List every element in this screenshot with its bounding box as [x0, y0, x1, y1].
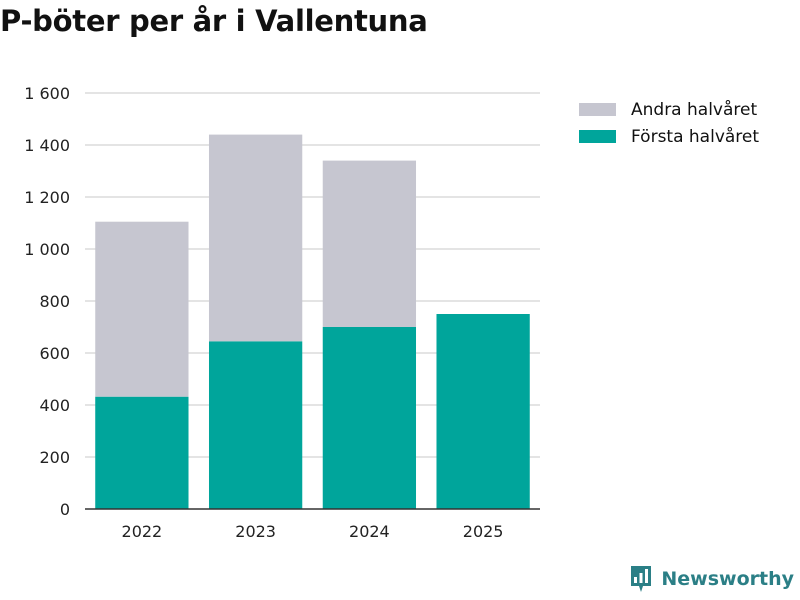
legend-item-andra[interactable]: Andra halvåret: [579, 96, 759, 123]
x-tick-label: 2024: [349, 522, 390, 541]
y-tick-label: 0: [60, 500, 70, 519]
y-tick-label: 1 600: [24, 84, 70, 103]
legend-label-andra: Andra halvåret: [631, 99, 758, 120]
brand-name: Newsworthy: [661, 568, 794, 590]
y-tick-label: 1 400: [24, 136, 70, 155]
legend: Andra halvåret Första halvåret: [579, 96, 759, 150]
legend-item-forsta[interactable]: Första halvåret: [579, 123, 759, 150]
x-tick-label: 2023: [235, 522, 276, 541]
y-tick-label: 1 000: [24, 240, 70, 259]
bar-2022-andra: [95, 221, 189, 397]
brand-logo[interactable]: Newsworthy: [629, 564, 794, 594]
y-tick-label: 200: [39, 448, 70, 467]
bar-2023-andra: [208, 134, 303, 342]
chart-title: P-böter per år i Vallentuna: [0, 4, 428, 38]
bar-2023-forsta: [208, 341, 303, 509]
newsworthy-logo-icon: [631, 566, 652, 592]
x-tick-label: 2025: [463, 522, 504, 541]
bar-2024-forsta: [322, 327, 417, 509]
legend-swatch-andra: [579, 103, 616, 116]
y-tick-label: 1 200: [24, 188, 70, 207]
x-tick-label: 2022: [122, 522, 163, 541]
legend-swatch-forsta: [579, 130, 616, 143]
bar-2025-forsta: [436, 314, 530, 509]
y-tick-label: 800: [39, 292, 70, 311]
bar-2024-andra: [322, 160, 417, 327]
y-tick-label: 600: [39, 344, 70, 363]
y-tick-label: 400: [39, 396, 70, 415]
legend-label-forsta: Första halvåret: [631, 126, 760, 147]
bar-2022-forsta: [95, 396, 189, 509]
